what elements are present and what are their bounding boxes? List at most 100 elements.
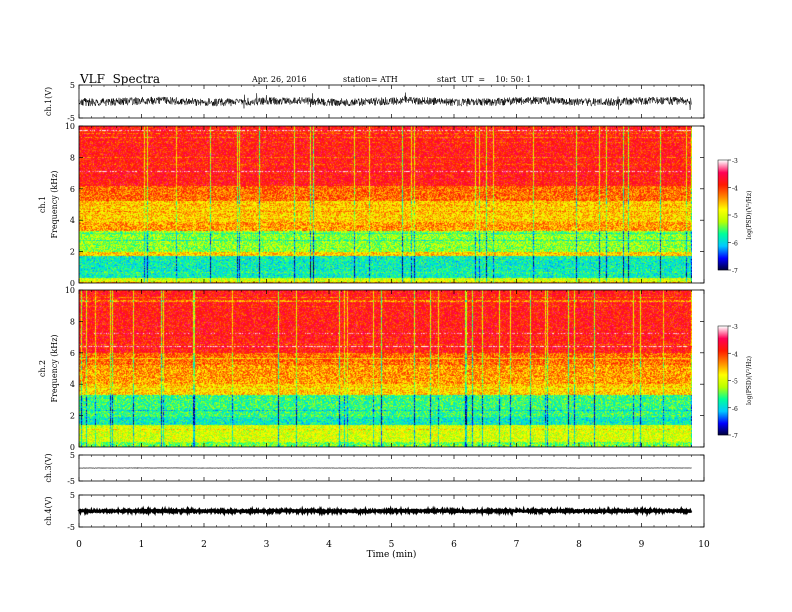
colorbar-step bbox=[718, 384, 728, 386]
colorbar-step bbox=[718, 253, 728, 255]
colorbar-step bbox=[718, 432, 728, 434]
colorbar-step bbox=[718, 338, 728, 340]
colorbar-step bbox=[718, 405, 728, 407]
colorbar-step bbox=[718, 376, 728, 378]
colorbar-step bbox=[718, 187, 728, 189]
colorbar-step bbox=[718, 172, 728, 174]
colorbar-step bbox=[718, 336, 728, 338]
colorbar-step bbox=[718, 429, 728, 431]
colorbar-step bbox=[718, 246, 728, 248]
y-axis-label: ch.4(V) bbox=[44, 496, 53, 525]
colorbar-step bbox=[718, 232, 728, 234]
colorbar-step bbox=[718, 356, 728, 358]
colorbar-step bbox=[718, 248, 728, 250]
colorbar-step bbox=[718, 162, 728, 164]
colorbar-tick-label: -7 bbox=[732, 433, 738, 440]
y-tick-label: -5 bbox=[67, 477, 75, 486]
colorbar-step bbox=[718, 330, 728, 332]
colorbar-step bbox=[718, 344, 728, 346]
colorbar-step bbox=[718, 194, 728, 196]
colorbar-step bbox=[718, 327, 728, 329]
colorbar-step bbox=[718, 251, 728, 253]
colorbar-step bbox=[718, 377, 728, 379]
figure-title: VLF Spectra bbox=[80, 72, 161, 86]
colorbar-step bbox=[718, 352, 728, 354]
colorbar-step bbox=[718, 174, 728, 176]
colorbar-step bbox=[718, 406, 728, 408]
colorbar-step bbox=[718, 195, 728, 197]
x-tick-label: 8 bbox=[576, 540, 582, 550]
colorbar-step bbox=[718, 261, 728, 263]
colorbar-step bbox=[718, 339, 728, 341]
colorbar-tick-label: -7 bbox=[732, 268, 738, 275]
colorbar-step bbox=[718, 236, 728, 238]
x-tick-label: 10 bbox=[698, 540, 710, 550]
colorbar-step bbox=[718, 179, 728, 181]
colorbar-step bbox=[718, 199, 728, 201]
colorbar-step bbox=[718, 229, 728, 231]
colorbar-step bbox=[718, 192, 728, 194]
colorbar-step bbox=[718, 228, 728, 230]
colorbar-step bbox=[718, 346, 728, 348]
x-tick-label: 0 bbox=[76, 540, 82, 550]
colorbar-step bbox=[718, 415, 728, 417]
y-tick-label: 8 bbox=[70, 153, 75, 162]
colorbar-step bbox=[718, 254, 728, 256]
colorbar-step bbox=[718, 369, 728, 371]
colorbar-step bbox=[718, 412, 728, 414]
colorbar-step bbox=[718, 185, 728, 187]
y-tick-label: 2 bbox=[70, 412, 75, 421]
waveform-trace bbox=[78, 92, 692, 111]
colorbar-step bbox=[718, 210, 728, 212]
colorbar-label: log(PSD)(V²/Hz) bbox=[746, 191, 753, 240]
colorbar-tick-label: -5 bbox=[732, 379, 738, 386]
colorbar-step bbox=[718, 351, 728, 353]
colorbar-step bbox=[718, 214, 728, 216]
colorbar-step bbox=[718, 168, 728, 170]
colorbar-step bbox=[718, 418, 728, 420]
start-time-label: start UT = 10: 50: 1 bbox=[437, 75, 532, 84]
colorbar-step bbox=[718, 177, 728, 179]
colorbar-step bbox=[718, 237, 728, 239]
colorbar-step bbox=[718, 373, 728, 375]
colorbar-step bbox=[718, 182, 728, 184]
colorbar-step bbox=[718, 340, 728, 342]
colorbar-step bbox=[718, 348, 728, 350]
colorbar-step bbox=[718, 408, 728, 410]
colorbar-step bbox=[718, 188, 728, 190]
colorbar-step bbox=[718, 387, 728, 389]
colorbar-step bbox=[718, 364, 728, 366]
colorbar-step bbox=[718, 402, 728, 404]
colorbar-step bbox=[718, 380, 728, 382]
y-tick-label: 10 bbox=[65, 286, 75, 295]
colorbar-step bbox=[718, 207, 728, 209]
colorbar-step bbox=[718, 388, 728, 390]
recording-date: Apr. 26, 2016 bbox=[252, 75, 307, 84]
spectrogram-image bbox=[79, 126, 692, 283]
colorbar-step bbox=[718, 167, 728, 169]
colorbar-step bbox=[718, 431, 728, 433]
colorbar-step bbox=[718, 243, 728, 245]
colorbar-step bbox=[718, 379, 728, 381]
x-tick-label: 3 bbox=[264, 540, 270, 550]
colorbar-step bbox=[718, 423, 728, 425]
colorbar-step bbox=[718, 419, 728, 421]
colorbar-step bbox=[718, 180, 728, 182]
colorbar-step bbox=[718, 227, 728, 229]
colorbar-step bbox=[718, 190, 728, 192]
colorbar-tick-label: -4 bbox=[732, 351, 738, 358]
channel-label: ch.1 bbox=[38, 196, 47, 213]
colorbar-step bbox=[718, 399, 728, 401]
colorbar-step bbox=[718, 353, 728, 355]
colorbar-step bbox=[718, 347, 728, 349]
colorbar-step bbox=[718, 161, 728, 163]
colorbar-step bbox=[718, 397, 728, 399]
colorbar-step bbox=[718, 360, 728, 362]
colorbar-step bbox=[718, 242, 728, 244]
colorbar-step bbox=[718, 181, 728, 183]
colorbar-tick-label: -3 bbox=[732, 158, 738, 165]
colorbar-step bbox=[718, 205, 728, 207]
colorbar-step bbox=[718, 268, 728, 270]
colorbar-step bbox=[718, 391, 728, 393]
